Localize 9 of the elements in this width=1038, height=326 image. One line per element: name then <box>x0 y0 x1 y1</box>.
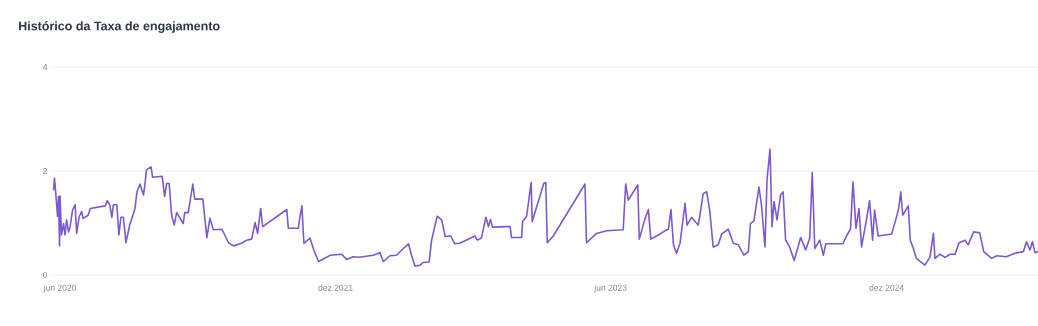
x-tick-label: jun 2020 <box>43 284 76 293</box>
y-tick-label: 4 <box>42 64 48 70</box>
x-tick-label: jun 2023 <box>594 284 627 293</box>
y-tick-label: 2 <box>43 168 48 174</box>
chart-title: Histórico da Taxa de engajamento <box>19 21 220 33</box>
x-tick-label: dez 2021 <box>318 284 353 291</box>
line-series <box>52 148 1038 267</box>
y-tick-label: 0 <box>43 271 48 278</box>
x-tick-label: dez 2024 <box>869 284 904 291</box>
